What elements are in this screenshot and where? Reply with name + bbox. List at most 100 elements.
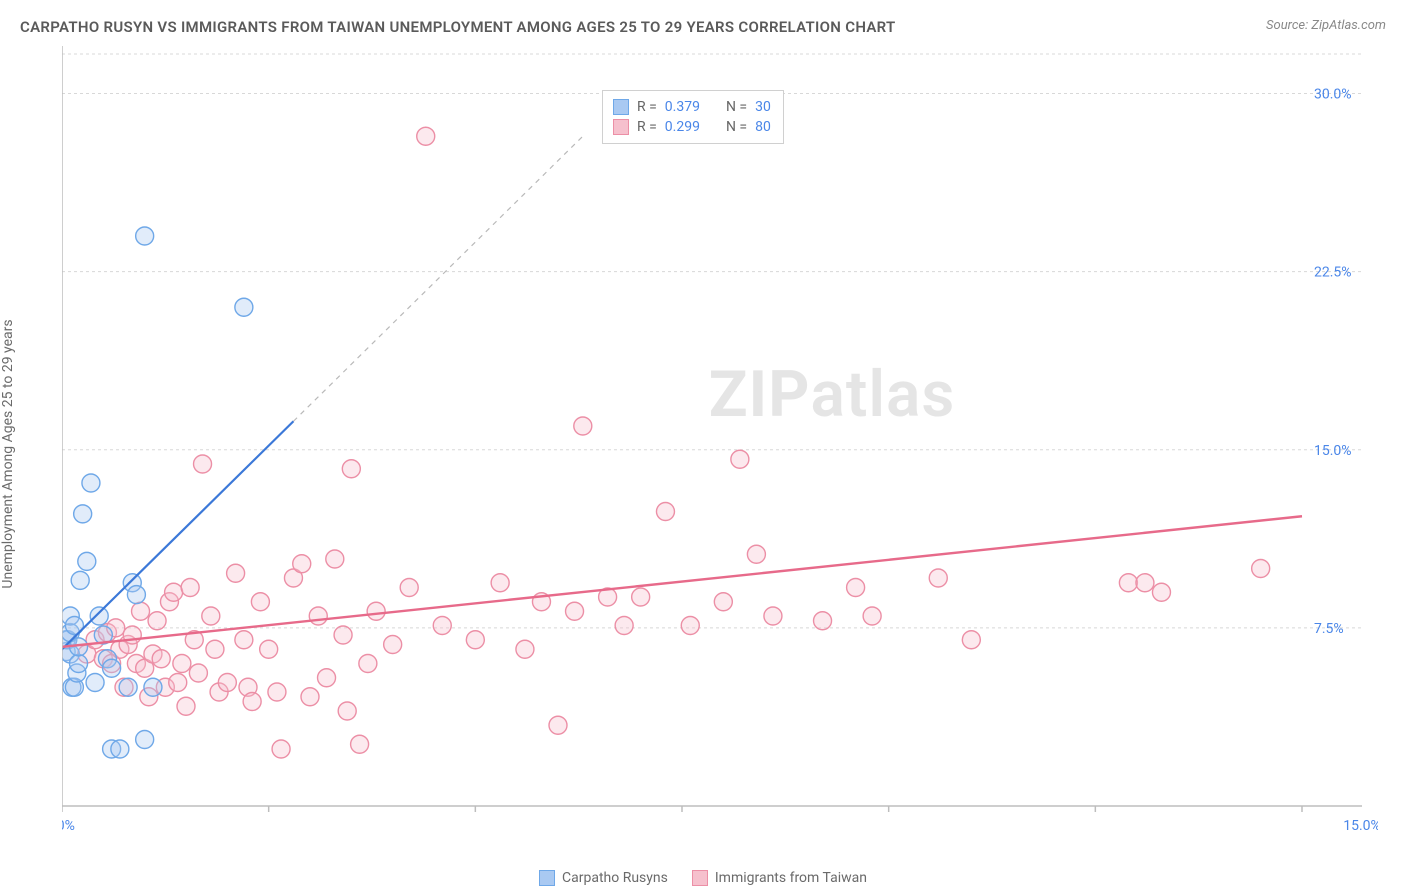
point-b (169, 674, 187, 692)
point-b (202, 607, 220, 625)
point-a (136, 731, 154, 749)
point-b (260, 640, 278, 658)
point-a (111, 740, 129, 758)
point-a (86, 674, 104, 692)
point-b (962, 631, 980, 649)
trendline-a (62, 421, 293, 649)
y-tick-label: 22.5% (1314, 265, 1352, 281)
point-a (103, 659, 121, 677)
x-tick-label: 0.0% (62, 818, 75, 834)
point-b (466, 631, 484, 649)
point-b (189, 664, 207, 682)
trendline-dash-a (293, 136, 582, 421)
scatter-plot: 7.5% 15.0% 22.5% 30.0% ZIPatlas 0.0% 15.0% (62, 46, 1378, 836)
legend-stats-row-b: R = 0.299 N = 80 (613, 117, 771, 137)
source-label: Source: ZipAtlas.com (1266, 18, 1386, 33)
point-b (326, 550, 344, 568)
point-b (268, 683, 286, 701)
point-b (351, 735, 369, 753)
point-b (491, 574, 509, 592)
legend-label-b: Immigrants from Taiwan (715, 870, 867, 886)
r-label: R = (637, 119, 657, 135)
point-b (148, 612, 166, 630)
point-b (747, 545, 765, 563)
n-value-a: 30 (755, 99, 771, 115)
point-b (417, 127, 435, 145)
point-b (194, 455, 212, 473)
point-b (181, 579, 199, 597)
r-label: R = (637, 99, 657, 115)
r-value-a: 0.379 (665, 99, 700, 115)
point-b (516, 640, 534, 658)
point-b (272, 740, 290, 758)
r-value-b: 0.299 (665, 119, 700, 135)
legend-bottom: Carpatho Rusyns Immigrants from Taiwan (539, 870, 867, 886)
point-b (251, 593, 269, 611)
legend-stats-row-a: R = 0.379 N = 30 (613, 97, 771, 117)
point-b (656, 503, 674, 521)
point-b (367, 602, 385, 620)
point-a (78, 552, 96, 570)
point-a (127, 586, 145, 604)
legend-label-a: Carpatho Rusyns (562, 870, 668, 886)
plot-wrapper: 7.5% 15.0% 22.5% 30.0% ZIPatlas 0.0% 15.0% R =… (62, 46, 1378, 836)
point-a (74, 505, 92, 523)
point-b (293, 555, 311, 573)
n-label: N = (726, 119, 747, 135)
point-b (309, 607, 327, 625)
y-tick-label: 30.0% (1314, 87, 1352, 103)
swatch-b (692, 870, 708, 886)
point-b (549, 716, 567, 734)
n-value-b: 80 (755, 119, 771, 135)
point-a (71, 571, 89, 589)
point-b (433, 617, 451, 635)
x-tick-label: 15.0% (1343, 818, 1378, 834)
chart-title: CARPATHO RUSYN VS IMMIGRANTS FROM TAIWAN… (20, 18, 896, 36)
point-a (144, 678, 162, 696)
legend-item-b: Immigrants from Taiwan (692, 870, 867, 886)
n-label: N = (726, 99, 747, 115)
point-b (334, 626, 352, 644)
chart-container: CARPATHO RUSYN VS IMMIGRANTS FROM TAIWAN… (0, 0, 1406, 892)
legend-stats-inner: R = 0.379 N = 30 R = 0.299 N = 80 (602, 90, 784, 144)
point-b (615, 617, 633, 635)
legend-stats-box: R = 0.379 N = 30 R = 0.299 N = 80 (602, 90, 784, 144)
point-b (1136, 574, 1154, 592)
point-b (359, 655, 377, 673)
point-b (814, 612, 832, 630)
y-tick-label: 15.0% (1314, 443, 1352, 459)
point-a (90, 607, 108, 625)
point-b (338, 702, 356, 720)
point-b (235, 631, 253, 649)
point-b (863, 607, 881, 625)
point-a (70, 655, 88, 673)
point-b (574, 417, 592, 435)
point-b (177, 697, 195, 715)
point-b (1252, 560, 1270, 578)
point-b (218, 674, 236, 692)
point-b (301, 688, 319, 706)
point-b (152, 650, 170, 668)
point-b (681, 617, 699, 635)
swatch-a (539, 870, 555, 886)
point-b (165, 583, 183, 601)
point-b (227, 564, 245, 582)
y-axis-label: Unemployment Among Ages 25 to 29 years (0, 319, 16, 588)
y-tick-label: 7.5% (1314, 621, 1344, 637)
point-b (173, 655, 191, 673)
point-b (847, 579, 865, 597)
point-b (731, 450, 749, 468)
point-a (119, 678, 137, 696)
watermark: ZIPatlas (709, 357, 956, 432)
swatch-b (613, 119, 629, 135)
point-b (1119, 574, 1137, 592)
point-b (243, 693, 261, 711)
point-b (1152, 583, 1170, 601)
point-b (342, 460, 360, 478)
point-b (632, 588, 650, 606)
point-b (929, 569, 947, 587)
point-b (764, 607, 782, 625)
point-a (136, 227, 154, 245)
point-b (206, 640, 224, 658)
point-b (132, 602, 150, 620)
